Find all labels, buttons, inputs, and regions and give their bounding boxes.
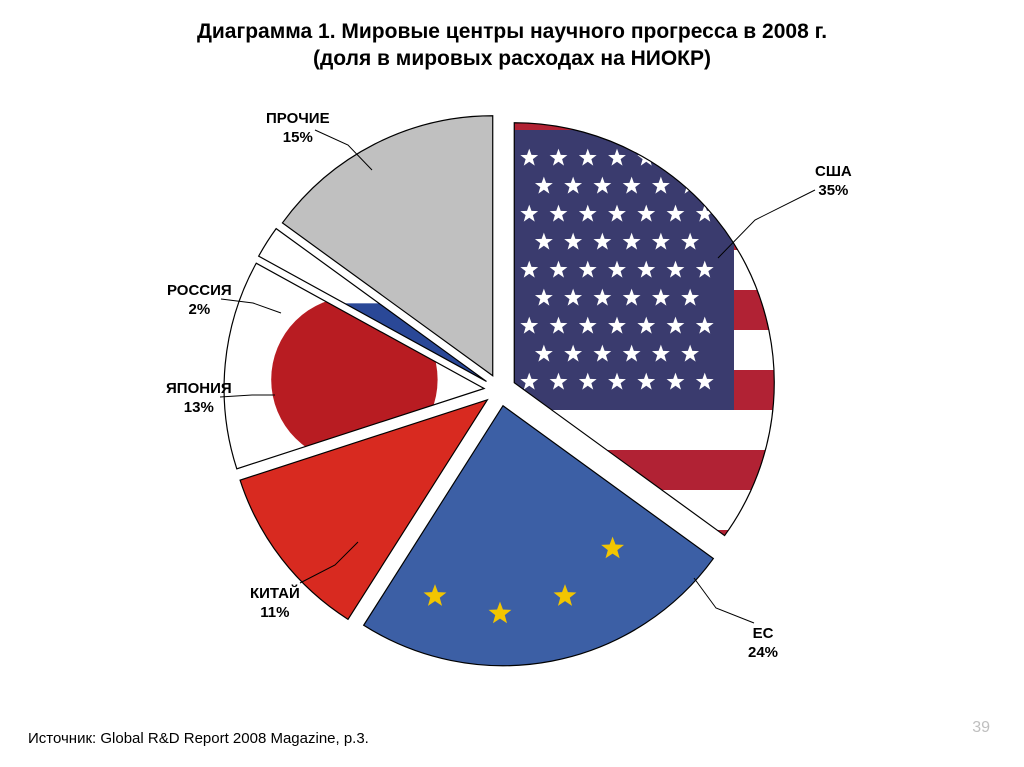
- label-china: КИТАЙ 11%: [250, 585, 300, 623]
- label-usa: США 35%: [815, 163, 852, 201]
- label-eu: ЕС 24%: [748, 625, 778, 663]
- source-note: Источник: Global R&D Report 2008 Magazin…: [28, 730, 369, 747]
- label-other: ПРОЧИЕ 15%: [266, 110, 330, 148]
- page-number: 39: [972, 719, 990, 737]
- leader-eu: [694, 578, 754, 623]
- pie-chart: [0, 0, 1024, 767]
- label-russia: РОССИЯ 2%: [167, 282, 232, 320]
- label-japan: ЯПОНИЯ 13%: [166, 380, 232, 418]
